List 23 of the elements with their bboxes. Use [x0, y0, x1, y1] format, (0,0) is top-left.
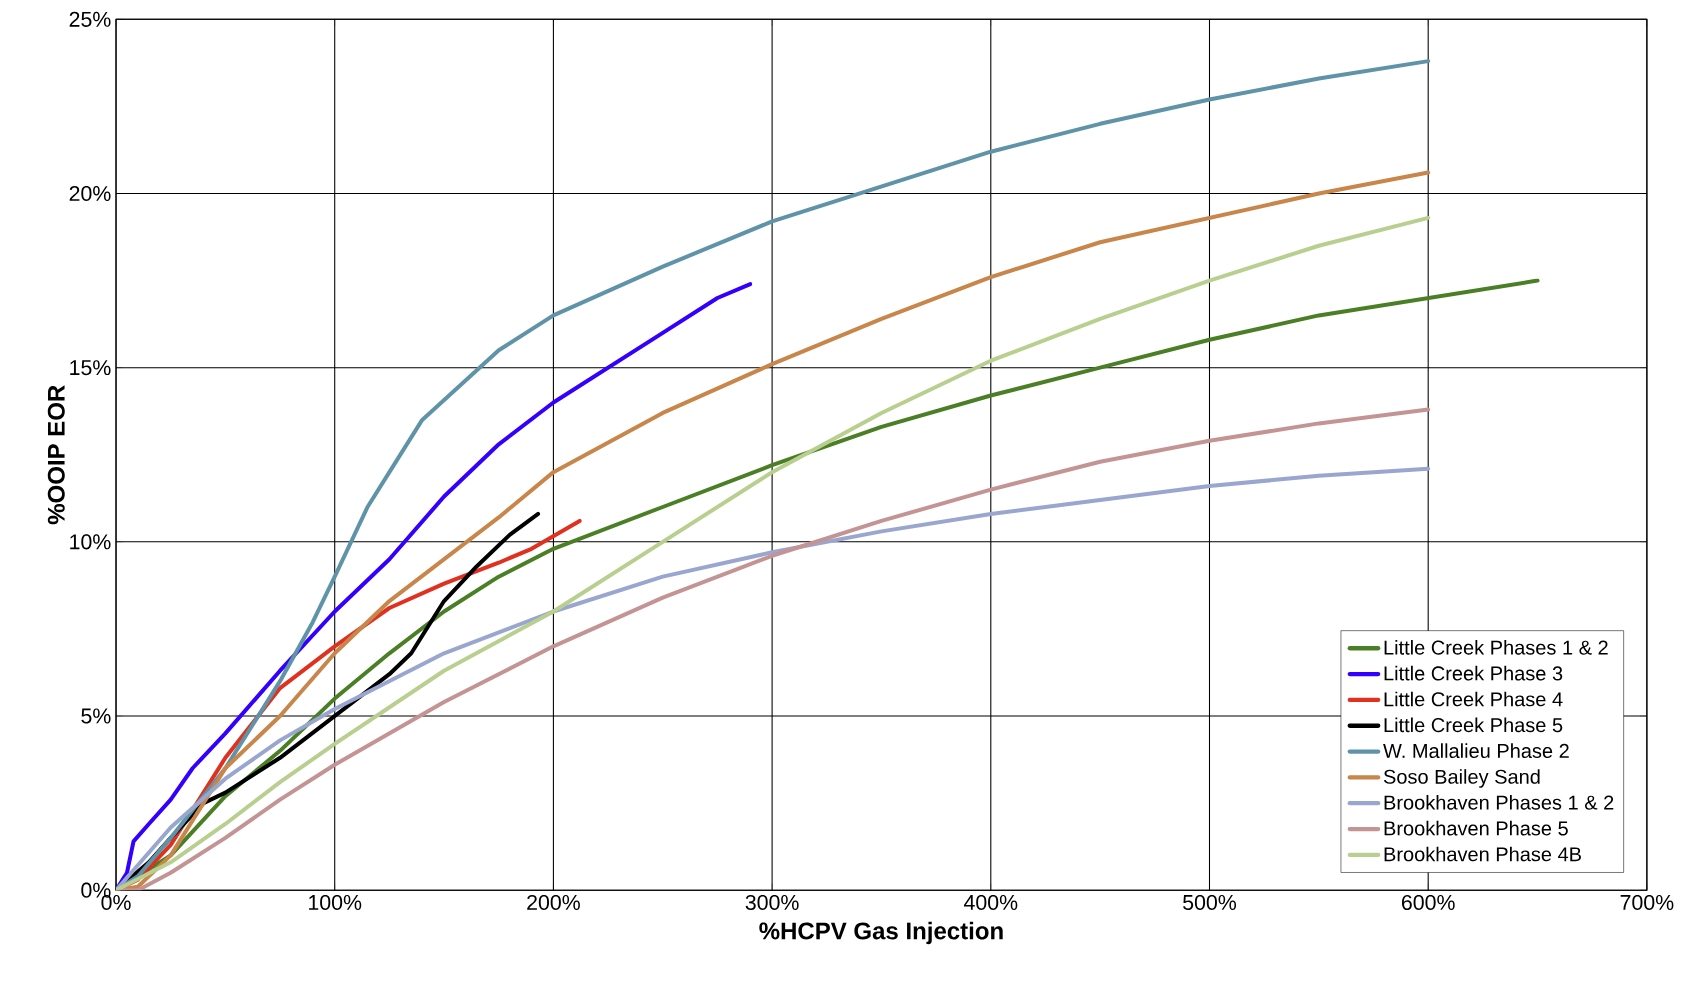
x-tick-label: 500%	[1183, 894, 1237, 910]
legend-label: Brookhaven Phase 5	[1384, 820, 1568, 836]
x-tick-label: 200%	[527, 894, 580, 910]
y-tick-label: 10%	[70, 534, 111, 550]
legend-label: Brookhaven Phases 1 & 2	[1384, 794, 1614, 810]
x-axis-title: %HCPV Gas Injection	[759, 921, 1003, 945]
y-tick-label: 20%	[69, 185, 111, 201]
legend-label: Little Creek Phase 5	[1384, 717, 1563, 733]
legend-label: Soso Bailey Sand	[1383, 769, 1540, 788]
y-tick-label: 5%	[81, 708, 111, 724]
y-tick-label: 15%	[70, 360, 111, 376]
x-tick-label: 400%	[963, 894, 1018, 910]
x-tick-label: 600%	[1401, 894, 1455, 910]
x-tick-label: 300%	[745, 894, 799, 910]
legend-label: Little Creek Phase 3	[1384, 665, 1563, 681]
x-tick-label: 100%	[309, 894, 362, 910]
legend-label: Brookhaven Phase 4B	[1384, 846, 1581, 862]
legend-label: W. Mallalieu Phase 2	[1383, 743, 1569, 758]
legend-label: Little Creek Phases 1 & 2	[1384, 639, 1608, 655]
x-tick-label: 700%	[1620, 894, 1674, 910]
legend-label: Little Creek Phase 4	[1384, 691, 1563, 707]
y-axis-title: %OOIP EOR	[47, 385, 65, 525]
y-tick-label: 25%	[69, 11, 111, 27]
